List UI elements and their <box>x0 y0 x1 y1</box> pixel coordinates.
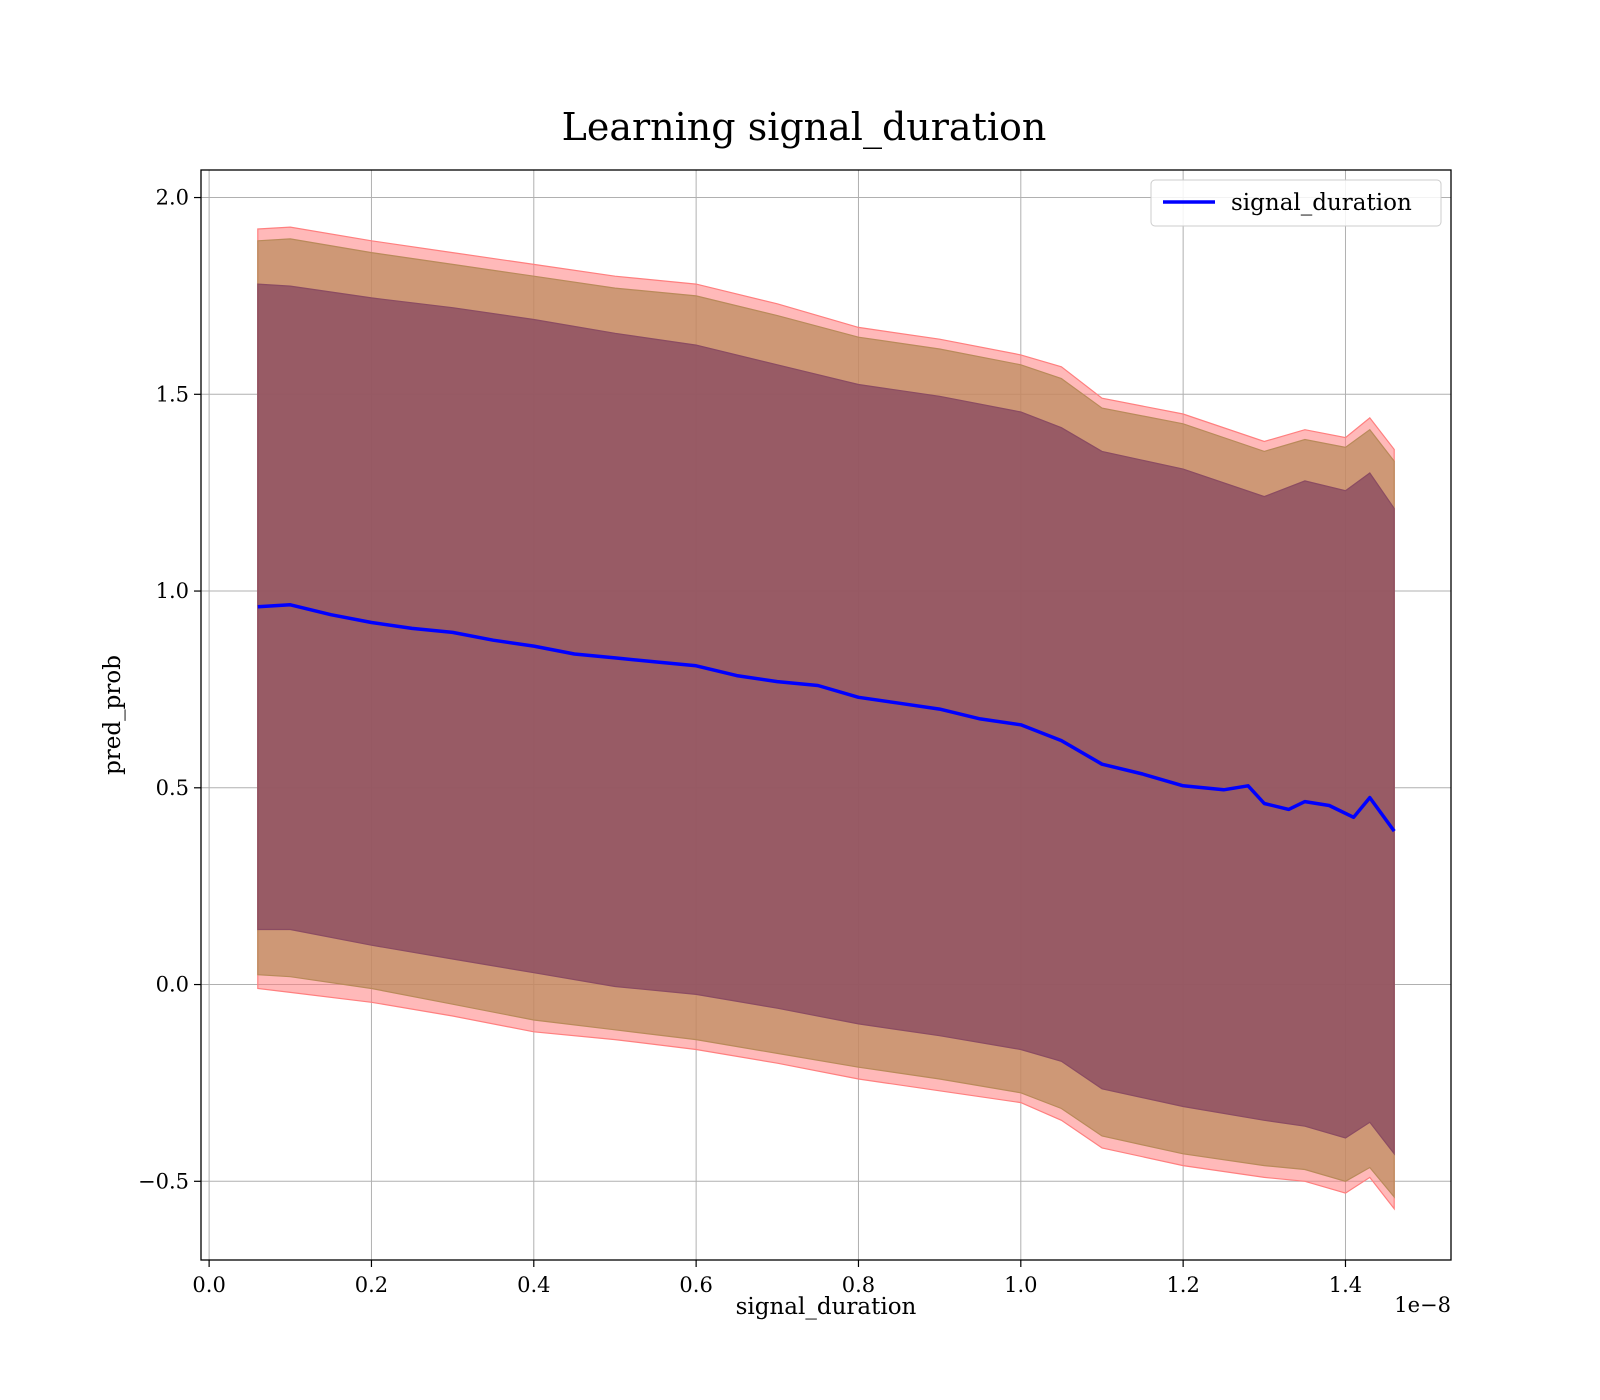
x-tick-label: 0.8 <box>842 1273 875 1297</box>
y-tick-label: 0.0 <box>156 973 189 997</box>
y-tick-label: 0.5 <box>156 776 189 800</box>
tick-layer: 0.0 0.2 0.4 0.6 0.8 1.0 1.2 1.4 −0.5 0.0 0.5 1.0 1.5… <box>138 186 1362 1297</box>
x-axis-label: signal_duration <box>736 1294 917 1320</box>
legend-box <box>1150 179 1442 227</box>
y-tick-label: 2.0 <box>156 186 189 210</box>
legend: signal_duration <box>1150 179 1442 227</box>
y-tick-label: 1.5 <box>156 382 189 406</box>
series-line-1 <box>257 603 1396 833</box>
plot-frame <box>200 169 1452 1261</box>
series-layer <box>257 603 1396 833</box>
x-tick-label: 0.6 <box>679 1273 712 1297</box>
x-tick-label: 1.4 <box>1329 1273 1362 1297</box>
x-tick-label: 1.0 <box>1004 1273 1037 1297</box>
x-offset-label: 1e−8 <box>1394 1293 1451 1317</box>
confidence-band-3 <box>257 283 1395 1156</box>
x-tick-label: 0.0 <box>192 1273 225 1297</box>
x-tick-label: 1.2 <box>1166 1273 1199 1297</box>
y-axis-label: pred_prob <box>100 655 126 775</box>
band-layer <box>257 226 1395 1211</box>
legend-label-signal-duration: signal_duration <box>1231 190 1412 216</box>
x-tick-label: 0.2 <box>355 1273 388 1297</box>
chart-title: Learning signal_duration <box>562 105 1047 150</box>
y-tick-label: 1.0 <box>156 579 189 603</box>
y-tick-label: −0.5 <box>138 1169 189 1193</box>
x-tick-label: 0.4 <box>517 1273 550 1297</box>
